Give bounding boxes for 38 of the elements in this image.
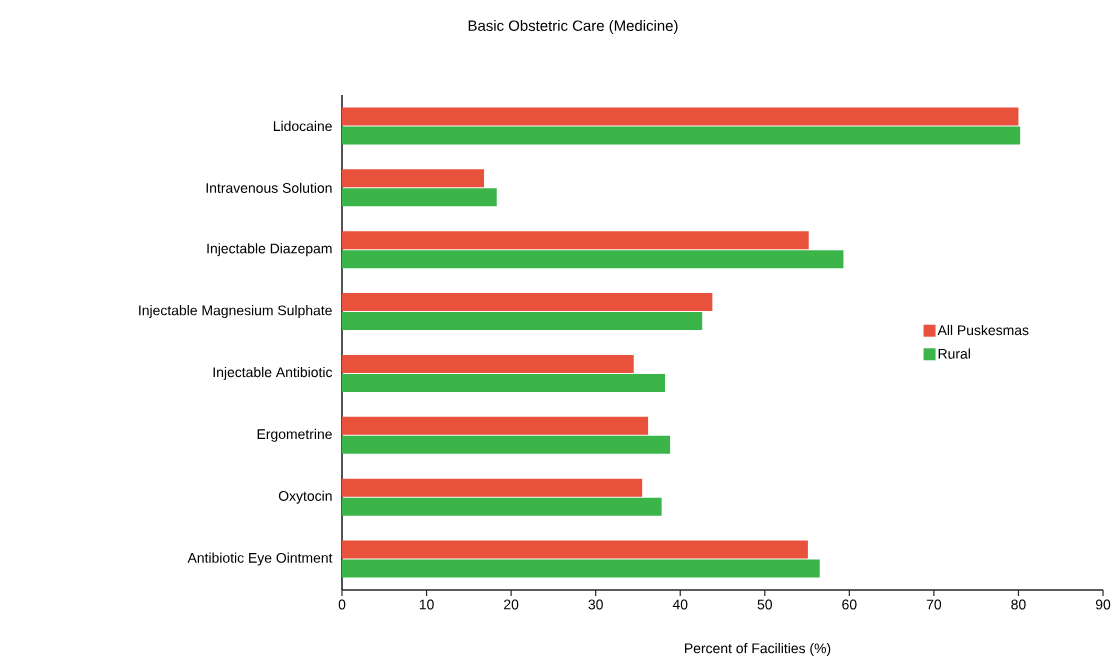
x-tick-label: 80 [1011, 599, 1026, 610]
bar [342, 478, 643, 497]
y-tick-label: Injectable Antibiotic [213, 366, 333, 380]
x-tick-label: 50 [757, 599, 772, 610]
bar [342, 559, 820, 578]
y-tick-label: Intravenous Solution [206, 182, 332, 193]
y-tick-label: Injectable Diazepam [207, 243, 332, 257]
x-tick-label: 60 [842, 599, 857, 610]
bar [342, 293, 713, 312]
bar [342, 435, 671, 454]
x-tick-label: 10 [419, 599, 434, 610]
bar [342, 497, 662, 516]
x-axis-title: Percent of Facilities (%) [685, 643, 831, 657]
y-tick-label: Ergometrine [257, 428, 332, 442]
bar [342, 126, 1021, 145]
bar [342, 231, 809, 250]
chart-title: Basic Obstetric Care (Medicine) [468, 20, 678, 34]
bar [342, 188, 497, 207]
bar [342, 373, 666, 392]
bar [342, 354, 634, 373]
y-tick-label: Lidocaine [273, 120, 332, 132]
bar [342, 312, 703, 331]
x-tick-label: 70 [926, 599, 942, 610]
bar [342, 107, 1019, 126]
bar [342, 169, 485, 188]
x-tick-label: 90 [1095, 599, 1111, 610]
bar [342, 416, 649, 435]
x-tick-label: 30 [588, 599, 603, 610]
y-tick-label: Oxytocin [278, 490, 332, 504]
legend-label: Rural [938, 348, 970, 359]
legend-label: All Puskesmas [937, 324, 1029, 336]
x-tick-label: 20 [504, 599, 519, 610]
y-tick-label: Injectable Magnesium Sulphate [139, 305, 332, 319]
bar [342, 540, 808, 559]
y-tick-label: Antibiotic Eye Ointment [187, 552, 333, 566]
x-tick-label: 0 [338, 599, 346, 610]
x-tick-label: 40 [672, 599, 688, 610]
bar [342, 250, 844, 269]
